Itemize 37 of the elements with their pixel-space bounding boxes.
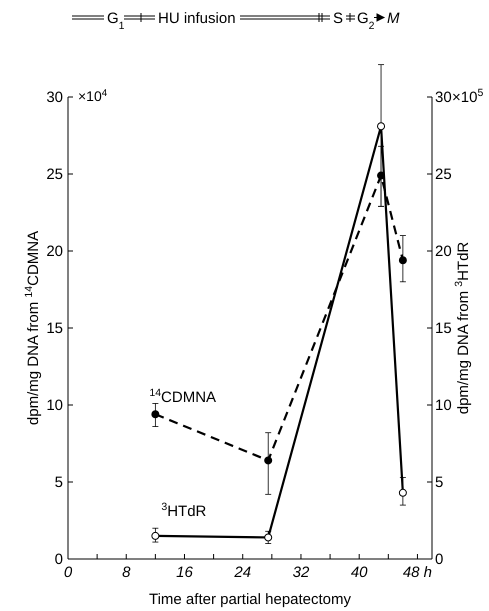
point (398, 256, 407, 264)
x-axis-title: Time after partial hepatectomy (148, 591, 352, 608)
point (377, 122, 386, 130)
y-tick-label: 10 (46, 397, 63, 414)
y2-tick-label: 20 (435, 243, 452, 260)
x-tick-label: 40 (350, 564, 368, 581)
y-tick-label: 0 (54, 551, 63, 568)
y2-tick-label: 15 (435, 320, 452, 337)
point (151, 410, 160, 418)
point (264, 456, 272, 464)
y2-tick-label: 5 (435, 474, 444, 491)
y-tick-label: 20 (46, 243, 63, 260)
y-tick-label: 5 (54, 474, 63, 491)
text: S (333, 10, 344, 27)
point (151, 532, 160, 540)
y-tick-label: 25 (46, 166, 63, 183)
series-label: $^{3}$HTdR (161, 500, 207, 520)
series-label: $^{14}$CDMNA (149, 387, 216, 406)
point (264, 533, 272, 542)
text: G$_{1}$ (107, 10, 125, 32)
text: ×10$^{5}$ (452, 87, 484, 106)
x-tick-label: 16 (176, 564, 194, 581)
text: HU infusion (158, 10, 236, 27)
text: G$_{2}$ (357, 10, 375, 32)
x-tick-label: 32 (292, 564, 310, 581)
y-tick-label: 15 (46, 320, 63, 337)
x-tick-label: 8 (122, 564, 132, 581)
y2-tick-label: 10 (435, 397, 452, 414)
x-tick-label: 48 h (402, 564, 432, 581)
y2-tick-label: 30 (435, 89, 452, 106)
y-tick-label: 30 (46, 89, 63, 106)
point (398, 488, 407, 497)
annotation: ×10$^{4}$ (78, 88, 108, 104)
text: M (387, 10, 400, 27)
x-tick-label: 24 (233, 564, 252, 581)
y2-tick-label: 25 (435, 166, 452, 183)
y2-tick-label: 0 (435, 551, 444, 568)
